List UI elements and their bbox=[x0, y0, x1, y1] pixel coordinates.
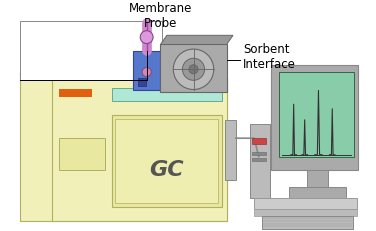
Circle shape bbox=[173, 49, 214, 89]
Bar bbox=[138, 79, 146, 86]
Bar bbox=[112, 115, 222, 207]
Bar bbox=[271, 65, 358, 170]
Bar bbox=[308, 170, 327, 187]
Polygon shape bbox=[20, 51, 227, 79]
Bar bbox=[59, 138, 105, 170]
Circle shape bbox=[142, 67, 151, 77]
Bar bbox=[252, 158, 266, 161]
Bar bbox=[254, 198, 357, 209]
Bar bbox=[289, 187, 346, 198]
Bar bbox=[225, 120, 236, 179]
Bar bbox=[279, 72, 354, 157]
Bar bbox=[20, 21, 162, 80]
Bar bbox=[52, 79, 227, 221]
Bar bbox=[250, 125, 270, 198]
Bar bbox=[254, 209, 357, 216]
Text: Membrane
Probe: Membrane Probe bbox=[129, 2, 192, 30]
Bar bbox=[252, 138, 266, 144]
Text: GC: GC bbox=[150, 160, 184, 180]
Bar bbox=[115, 119, 218, 204]
Bar bbox=[252, 152, 266, 155]
Circle shape bbox=[182, 58, 205, 80]
Polygon shape bbox=[20, 74, 227, 221]
Bar bbox=[112, 88, 222, 100]
Bar bbox=[133, 51, 161, 89]
Circle shape bbox=[140, 31, 153, 44]
Polygon shape bbox=[161, 35, 233, 45]
Text: Sorbent
Interface: Sorbent Interface bbox=[243, 43, 296, 71]
Circle shape bbox=[189, 65, 198, 74]
Bar bbox=[261, 216, 353, 229]
Bar bbox=[59, 88, 91, 97]
Bar bbox=[161, 45, 227, 92]
